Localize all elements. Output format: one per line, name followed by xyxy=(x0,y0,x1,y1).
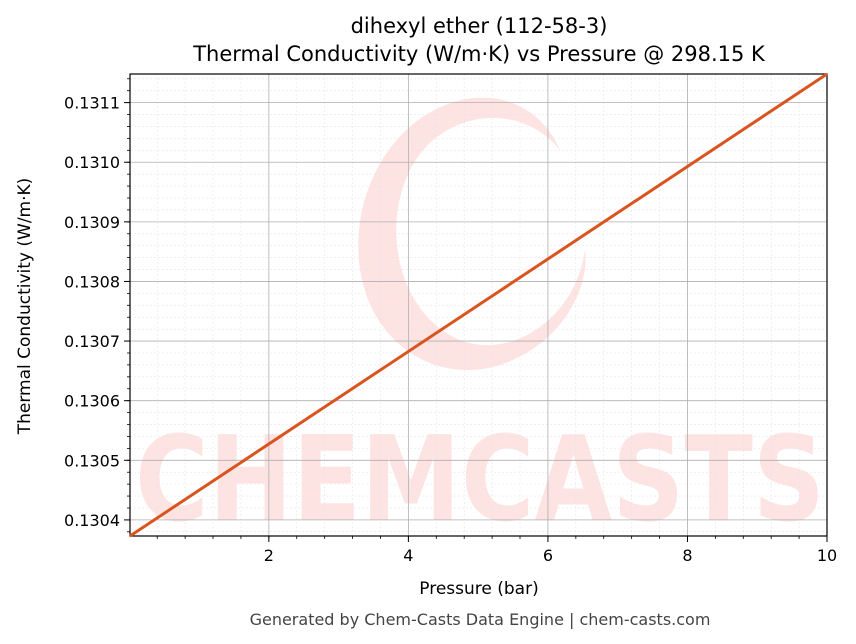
series-layer xyxy=(129,72,828,538)
tick-labels: 2 4 6 8 10 0.1304 0.1305 0.1306 0.1307 0.1308 0.13… xyxy=(64,94,837,565)
y-tick-label: 0.1304 xyxy=(64,511,120,530)
axis-ticks xyxy=(124,78,828,542)
y-tick-label: 0.1308 xyxy=(64,272,120,291)
y-axis-label: Thermal Conductivity (W/m·K) xyxy=(15,178,35,436)
series-line xyxy=(129,72,828,538)
watermark: CHEMCASTS xyxy=(135,97,825,548)
y-tick-label: 0.1310 xyxy=(64,153,120,172)
x-tick-label: 2 xyxy=(264,546,274,565)
y-tick-label: 0.1309 xyxy=(64,213,120,232)
chart-title: dihexyl ether (112-58-3) xyxy=(351,14,608,38)
chart-subtitle: Thermal Conductivity (W/m·K) vs Pressure… xyxy=(192,42,766,66)
x-tick-label: 8 xyxy=(682,546,692,565)
x-tick-label: 10 xyxy=(817,546,837,565)
y-tick-label: 0.1307 xyxy=(64,332,120,351)
watermark-swirl xyxy=(358,97,586,371)
x-axis-label: Pressure (bar) xyxy=(419,579,538,599)
y-tick-label: 0.1305 xyxy=(64,451,120,470)
watermark-text: CHEMCASTS xyxy=(135,410,825,548)
x-tick-label: 6 xyxy=(543,546,553,565)
y-tick-label: 0.1311 xyxy=(64,94,120,113)
x-tick-label: 4 xyxy=(403,546,413,565)
footer-text: Generated by Chem-Casts Data Engine | ch… xyxy=(250,610,711,629)
y-tick-label: 0.1306 xyxy=(64,392,120,411)
